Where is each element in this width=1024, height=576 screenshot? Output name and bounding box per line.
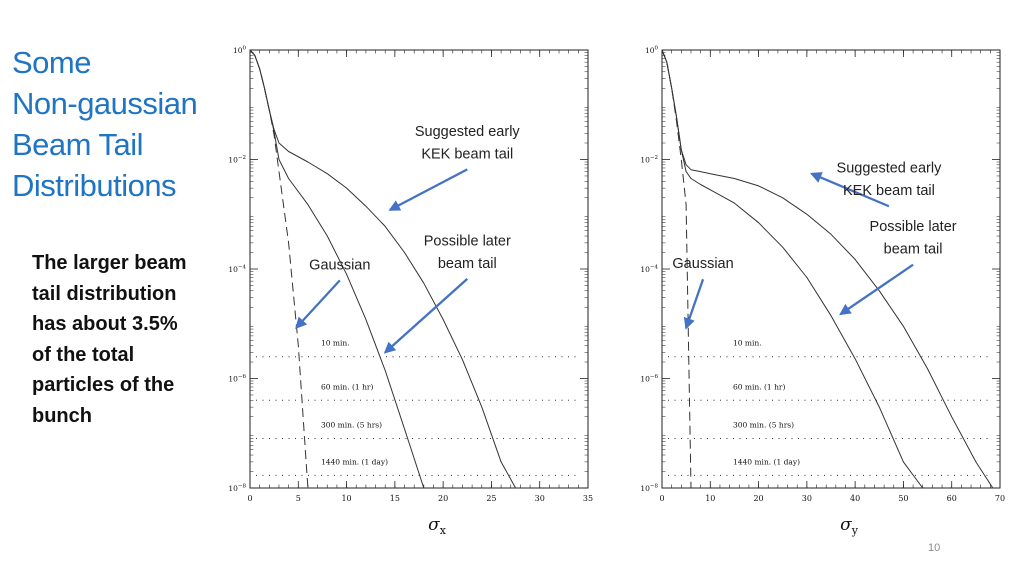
body-line: bunch xyxy=(32,404,92,427)
annotation-arrow xyxy=(295,279,341,329)
slide-body-text: The larger beam tail distribution has ab… xyxy=(32,248,217,431)
y-tick-label: 10−4 xyxy=(640,265,658,275)
annotation-label: beam tail xyxy=(884,242,943,258)
x-tick-label: 70 xyxy=(995,494,1005,503)
y-tick-label: 10−8 xyxy=(228,484,246,494)
x-tick-label: 10 xyxy=(341,494,351,503)
reference-line-label: 10 min. xyxy=(733,339,762,348)
title-line: Distributions xyxy=(12,168,177,203)
x-axis-label: σx xyxy=(428,515,447,537)
gaussian-curve xyxy=(249,49,309,489)
body-line: The larger beam xyxy=(32,252,187,274)
x-tick-label: 5 xyxy=(296,494,301,503)
x-tick-label: 15 xyxy=(390,494,400,503)
annotation-arrow xyxy=(839,263,914,316)
annotation-label: KEK beam tail xyxy=(421,146,513,162)
x-tick-label: 10 xyxy=(705,494,715,503)
title-line: Non-gaussian xyxy=(12,86,198,121)
y-tick-label: 10−2 xyxy=(228,155,246,165)
annotation-label: Possible later xyxy=(424,233,511,249)
x-tick-label: 60 xyxy=(947,494,957,503)
reference-line-label: 10 min. xyxy=(321,339,350,348)
tail-curve xyxy=(661,49,994,489)
reference-line-label: 1440 min. (1 day) xyxy=(733,457,800,466)
annotation-label: Gaussian xyxy=(672,256,733,272)
x-tick-label: 20 xyxy=(438,494,448,503)
x-tick-label: 25 xyxy=(486,494,496,503)
x-tick-label: 50 xyxy=(898,494,908,503)
reference-line-label: 1440 min. (1 day) xyxy=(321,457,388,466)
annotation-arrow xyxy=(388,168,468,211)
reference-line-label: 60 min. (1 hr) xyxy=(321,382,374,391)
slide-number: 10 xyxy=(928,542,941,554)
reference-line-label: 60 min. (1 hr) xyxy=(733,382,786,391)
annotation-label: KEK beam tail xyxy=(843,183,935,199)
x-tick-label: 30 xyxy=(535,494,545,503)
sigma-x-distribution-chart: 0 5 10 15 20 25 30 35 100 10−2 10−4 10−6 10−8 10 min.… xyxy=(228,46,593,538)
y-tick-label: 100 xyxy=(645,46,659,56)
y-tick-label: 100 xyxy=(233,46,247,56)
x-tick-label: 0 xyxy=(247,494,252,503)
gaussian-curve xyxy=(661,49,692,489)
reference-line-label: 300 min. (5 hrs) xyxy=(733,421,794,430)
y-tick-label: 10−6 xyxy=(640,374,658,384)
x-tick-label: 0 xyxy=(659,494,664,503)
tail-curve xyxy=(249,49,517,489)
x-tick-label: 20 xyxy=(753,494,763,503)
slide-title: Some Non-gaussian Beam Tail Distribution… xyxy=(12,42,227,206)
annotation-label: Possible later xyxy=(870,219,957,235)
body-line: tail distribution xyxy=(32,282,177,305)
annotation-label: Gaussian xyxy=(309,257,370,273)
title-line: Beam Tail xyxy=(12,127,144,162)
sigma-y-distribution-chart: 0 10 20 30 40 50 60 70 100 10−2 10−4 10−6 10−8 10 min… xyxy=(640,46,1005,538)
annotation-arrow xyxy=(809,172,890,208)
x-axis-label: σy xyxy=(840,515,859,537)
plot-frame xyxy=(249,49,589,489)
body-line: has about 3.5% xyxy=(32,313,178,335)
annotation-arrow xyxy=(683,278,705,330)
title-line: Some xyxy=(12,45,91,80)
body-line: particles of the xyxy=(32,374,175,396)
x-tick-label: 35 xyxy=(583,494,593,503)
y-tick-label: 10−2 xyxy=(640,155,658,165)
x-tick-label: 30 xyxy=(802,494,812,503)
x-tick-label: 40 xyxy=(850,494,860,503)
annotation-label: beam tail xyxy=(438,256,497,272)
annotation-arrow xyxy=(383,278,469,354)
reference-line-label: 300 min. (5 hrs) xyxy=(321,421,382,430)
body-line: of the total xyxy=(32,343,135,366)
y-tick-label: 10−6 xyxy=(228,374,246,384)
y-tick-label: 10−4 xyxy=(228,265,246,275)
annotation-label: Suggested early xyxy=(415,124,521,140)
y-tick-label: 10−8 xyxy=(640,484,658,494)
annotation-label: Suggested early xyxy=(837,161,943,177)
